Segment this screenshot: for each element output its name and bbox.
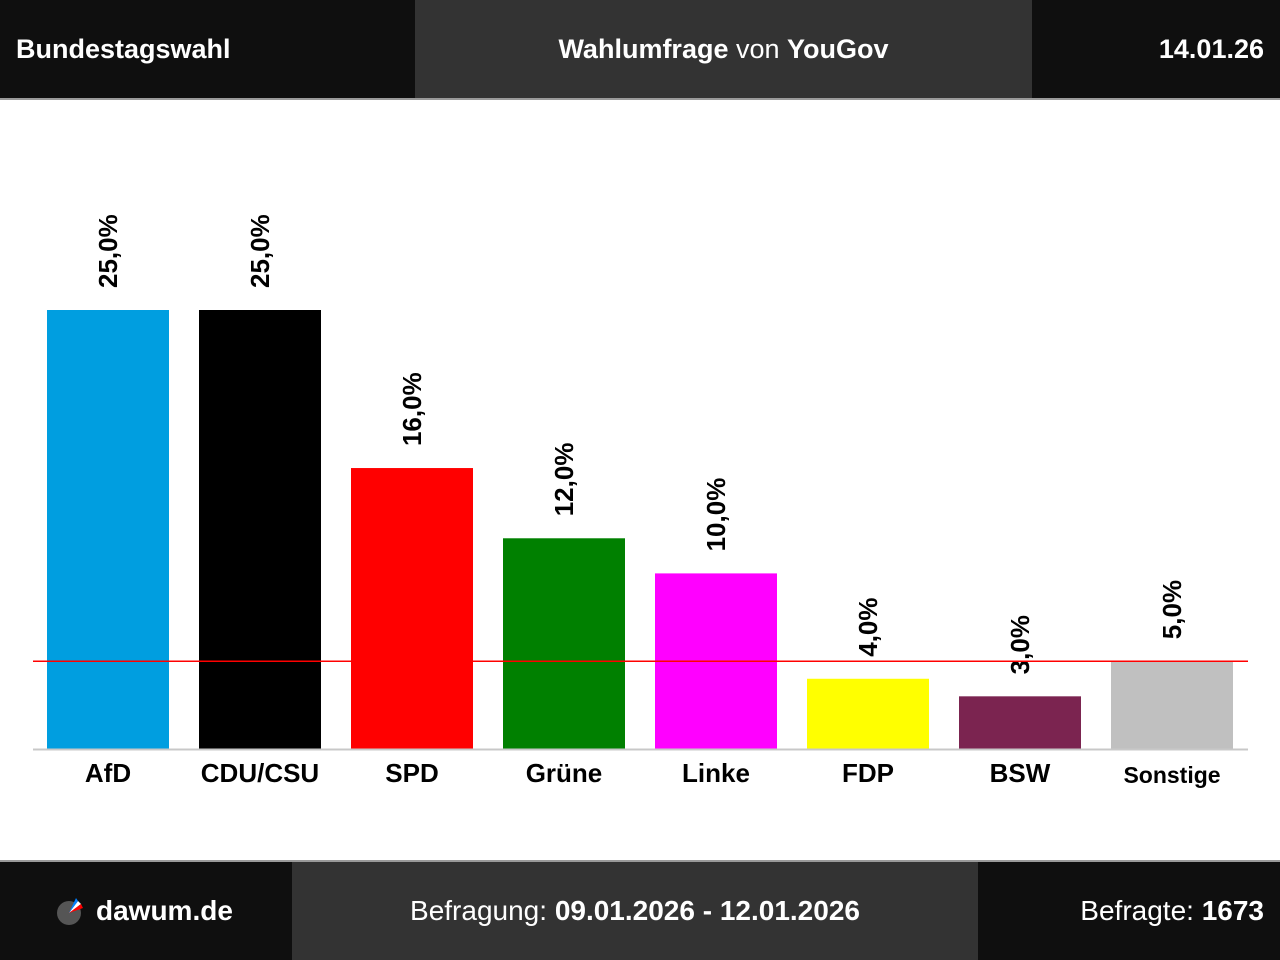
bar-sonstige bbox=[1111, 661, 1233, 749]
bar-chart-svg: 25,0% AfD 25,0% CDU/CSU 16,0% SPD 12,0% Grüne 10… bbox=[33, 214, 1248, 788]
bar-cdu-csu bbox=[199, 310, 321, 749]
category-label: Linke bbox=[682, 758, 750, 788]
bar-bsw bbox=[959, 696, 1081, 749]
category-label: CDU/CSU bbox=[201, 758, 319, 788]
category-label: Grüne bbox=[526, 758, 603, 788]
category-label: FDP bbox=[842, 758, 894, 788]
survey-period-value: 09.01.2026 - 12.01.2026 bbox=[554, 895, 860, 926]
category-label: SPD bbox=[385, 758, 438, 788]
value-label: 5,0% bbox=[1157, 580, 1187, 639]
bar-chart: 25,0% AfD 25,0% CDU/CSU 16,0% SPD 12,0% Grüne 10… bbox=[0, 100, 1280, 860]
survey-period: Befragung: 09.01.2026 - 12.01.2026 bbox=[292, 862, 978, 960]
poll-date: 14.01.26 bbox=[1158, 34, 1264, 64]
header: Bundestagswahl Wahlumfrage von YouGov 14… bbox=[0, 0, 1280, 100]
survey-period-label: Befragung: bbox=[410, 895, 555, 926]
poll-title-prefix: Wahlumfrage bbox=[558, 34, 729, 64]
poll-institute: YouGov bbox=[787, 34, 889, 64]
bar-afd bbox=[47, 310, 169, 749]
brand-link[interactable]: dawum.de bbox=[56, 862, 233, 960]
respondents-label: Befragte: bbox=[1080, 895, 1202, 926]
value-label: 25,0% bbox=[93, 214, 123, 288]
respondents: Befragte: 1673 bbox=[1080, 862, 1264, 960]
poll-title: Wahlumfrage von YouGov bbox=[415, 0, 1032, 98]
bar-fdp bbox=[807, 678, 929, 749]
poll-title-middle: von bbox=[728, 34, 788, 64]
brand-name: dawum.de bbox=[96, 895, 233, 926]
value-label: 3,0% bbox=[1005, 615, 1035, 674]
election-title: Bundestagswahl bbox=[16, 34, 231, 64]
bar-spd bbox=[351, 468, 473, 749]
category-label: Sonstige bbox=[1123, 762, 1220, 788]
value-label: 4,0% bbox=[853, 597, 883, 656]
value-label: 25,0% bbox=[245, 214, 275, 288]
footer: dawum.de Befragung: 09.01.2026 - 12.01.2… bbox=[0, 860, 1280, 960]
category-label: BSW bbox=[990, 758, 1051, 788]
dawum-logo-icon bbox=[57, 898, 83, 925]
category-label: AfD bbox=[85, 758, 131, 788]
value-label: 16,0% bbox=[397, 372, 427, 446]
bar-gr-ne bbox=[503, 538, 625, 749]
value-label: 12,0% bbox=[549, 443, 579, 517]
respondents-count: 1673 bbox=[1201, 895, 1264, 926]
value-label: 10,0% bbox=[701, 478, 731, 552]
